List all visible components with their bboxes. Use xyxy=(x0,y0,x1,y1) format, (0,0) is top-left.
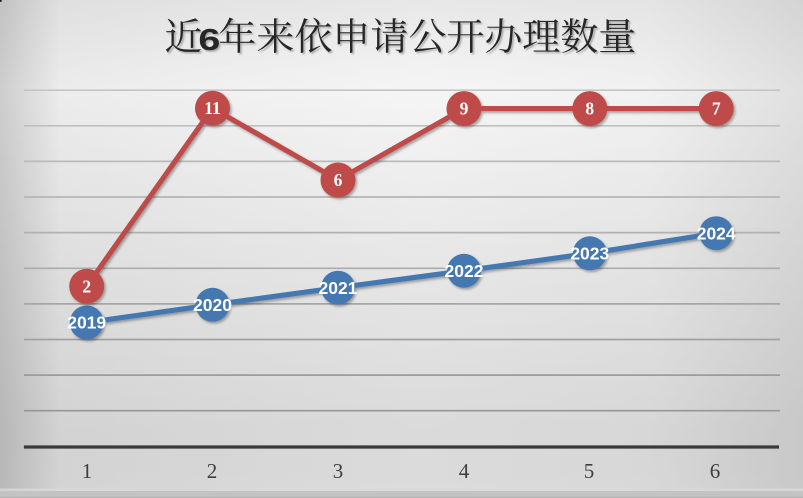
svg-text:11: 11 xyxy=(204,98,221,118)
svg-text:8: 8 xyxy=(585,99,594,119)
svg-text:2022: 2022 xyxy=(445,261,484,281)
svg-text:1: 1 xyxy=(82,459,93,483)
svg-text:7: 7 xyxy=(712,99,721,119)
svg-text:4: 4 xyxy=(459,459,470,483)
svg-text:5: 5 xyxy=(584,459,595,483)
svg-text:6: 6 xyxy=(334,170,343,190)
svg-text:9: 9 xyxy=(460,99,469,119)
svg-text:2019: 2019 xyxy=(67,313,106,333)
svg-text:2020: 2020 xyxy=(193,295,232,315)
svg-text:2: 2 xyxy=(82,276,91,296)
svg-text:2021: 2021 xyxy=(319,278,358,298)
svg-text:2023: 2023 xyxy=(570,244,609,264)
svg-text:2024: 2024 xyxy=(697,223,736,243)
svg-text:3: 3 xyxy=(333,459,344,483)
svg-text:6: 6 xyxy=(710,459,721,483)
svg-text:2: 2 xyxy=(207,459,218,483)
